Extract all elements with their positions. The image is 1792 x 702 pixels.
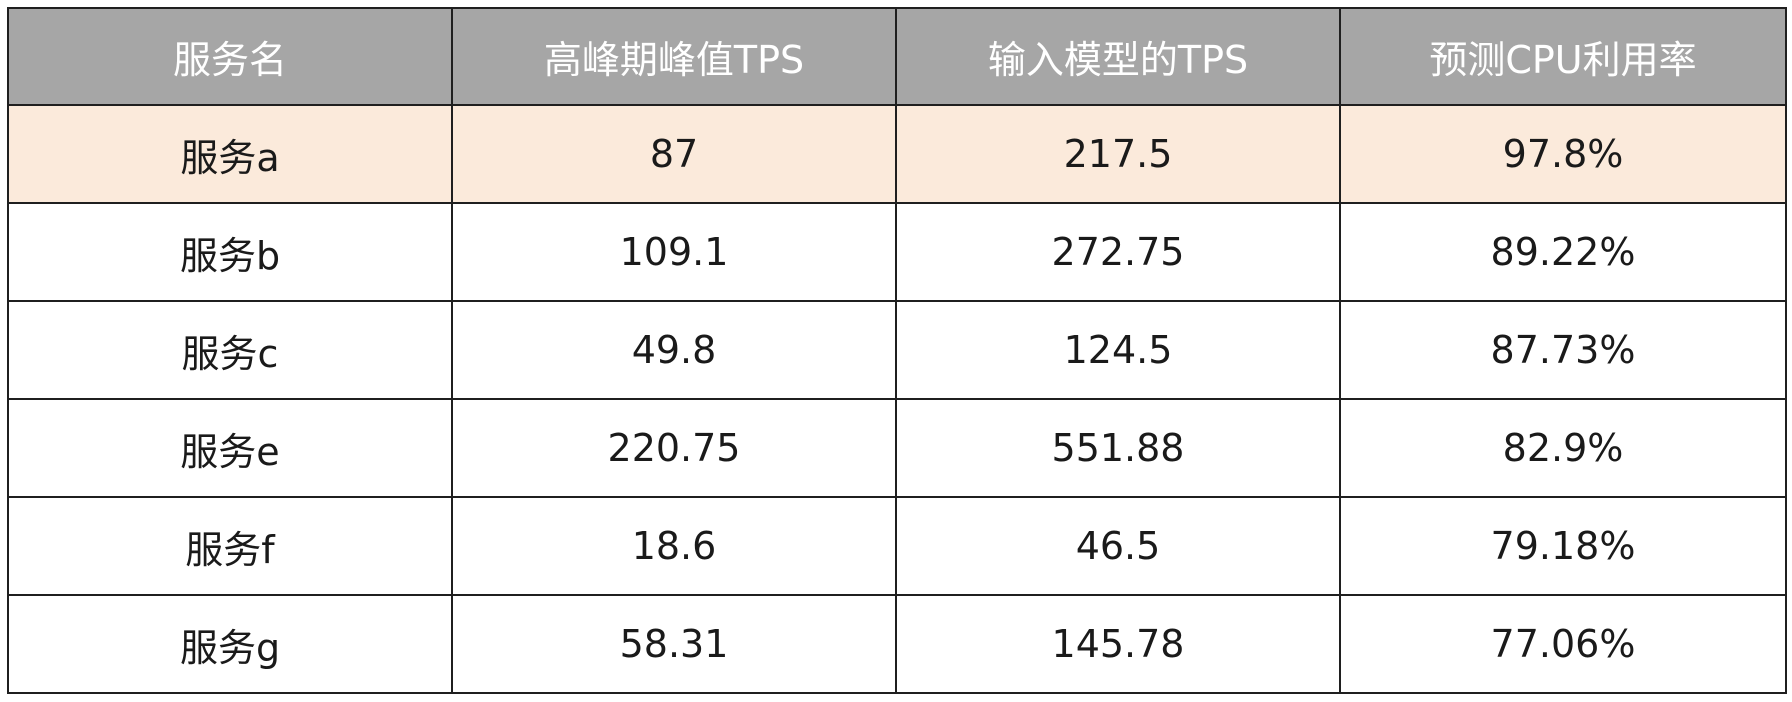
cell-predicted-cpu: 79.18% — [1339, 496, 1787, 596]
cell-peak-tps: 87 — [451, 104, 897, 204]
cell-peak-tps: 220.75 — [451, 398, 897, 498]
cell-predicted-cpu: 87.73% — [1339, 300, 1787, 400]
cell-service-name: 服务g — [7, 594, 453, 694]
header-peak-tps: 高峰期峰值TPS — [451, 7, 897, 106]
table-row: 服务a 87 217.5 97.8% — [7, 104, 1787, 204]
cell-service-name: 服务b — [7, 202, 453, 302]
cell-peak-tps: 109.1 — [451, 202, 897, 302]
table-header: 服务名 高峰期峰值TPS 输入模型的TPS 预测CPU利用率 — [7, 7, 1787, 106]
cell-predicted-cpu: 82.9% — [1339, 398, 1787, 498]
cell-peak-tps: 49.8 — [451, 300, 897, 400]
cell-peak-tps: 58.31 — [451, 594, 897, 694]
cell-model-tps: 217.5 — [895, 104, 1341, 204]
cell-peak-tps: 18.6 — [451, 496, 897, 596]
cell-model-tps: 145.78 — [895, 594, 1341, 694]
table-row: 服务c 49.8 124.5 87.73% — [7, 300, 1787, 400]
table-body: 服务a 87 217.5 97.8% 服务b 109.1 272.75 89.2… — [7, 104, 1787, 694]
cell-service-name: 服务e — [7, 398, 453, 498]
cell-model-tps: 272.75 — [895, 202, 1341, 302]
cell-predicted-cpu: 89.22% — [1339, 202, 1787, 302]
data-table-container: 服务名 高峰期峰值TPS 输入模型的TPS 预测CPU利用率 服务a 87 21… — [7, 7, 1787, 694]
header-model-tps: 输入模型的TPS — [895, 7, 1341, 106]
header-service-name: 服务名 — [7, 7, 453, 106]
cell-model-tps: 46.5 — [895, 496, 1341, 596]
cell-predicted-cpu: 97.8% — [1339, 104, 1787, 204]
service-tps-cpu-table: 服务名 高峰期峰值TPS 输入模型的TPS 预测CPU利用率 服务a 87 21… — [7, 7, 1787, 694]
cell-predicted-cpu: 77.06% — [1339, 594, 1787, 694]
cell-service-name: 服务c — [7, 300, 453, 400]
cell-service-name: 服务f — [7, 496, 453, 596]
table-row: 服务g 58.31 145.78 77.06% — [7, 594, 1787, 694]
cell-service-name: 服务a — [7, 104, 453, 204]
table-row: 服务e 220.75 551.88 82.9% — [7, 398, 1787, 498]
header-row: 服务名 高峰期峰值TPS 输入模型的TPS 预测CPU利用率 — [7, 7, 1787, 106]
table-row: 服务b 109.1 272.75 89.22% — [7, 202, 1787, 302]
cell-model-tps: 124.5 — [895, 300, 1341, 400]
header-predicted-cpu: 预测CPU利用率 — [1339, 7, 1787, 106]
table-row: 服务f 18.6 46.5 79.18% — [7, 496, 1787, 596]
cell-model-tps: 551.88 — [895, 398, 1341, 498]
